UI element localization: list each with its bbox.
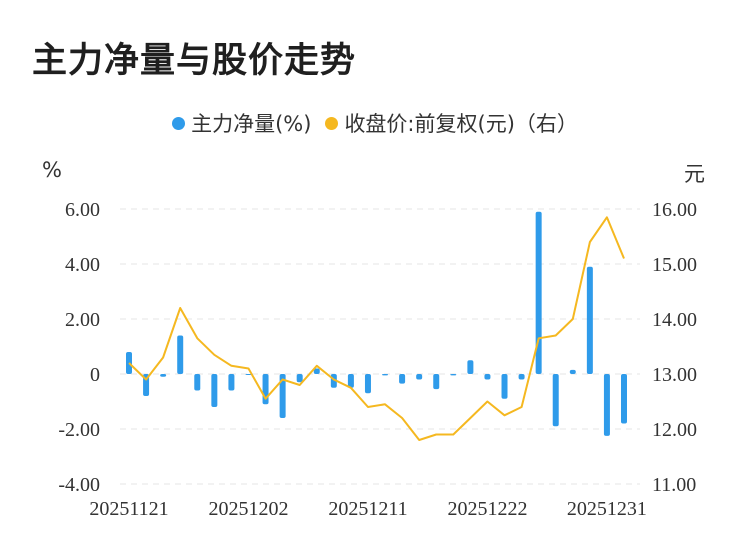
bar bbox=[484, 374, 491, 380]
y-right-tick-label: 13.00 bbox=[652, 364, 697, 386]
bar bbox=[433, 374, 440, 390]
bar bbox=[501, 374, 508, 399]
bar bbox=[347, 374, 354, 388]
bar bbox=[211, 374, 218, 407]
y-right-tick-label: 16.00 bbox=[652, 199, 697, 221]
bar bbox=[382, 374, 389, 376]
bar bbox=[518, 374, 525, 380]
bar bbox=[603, 374, 610, 436]
y-left-tick-label: -4.00 bbox=[58, 474, 100, 496]
bar bbox=[535, 211, 542, 374]
legend-item-net-volume[interactable]: 主力净量(%) bbox=[172, 108, 311, 138]
legend-item-close-price[interactable]: 收盘价:前复权(元)（右） bbox=[325, 108, 578, 138]
y-right-tick-label: 14.00 bbox=[652, 309, 697, 331]
bar bbox=[228, 374, 235, 391]
legend-label-close-price: 收盘价:前复权(元)（右） bbox=[344, 112, 578, 136]
x-tick-label: 20251202 bbox=[208, 498, 288, 520]
bar bbox=[313, 368, 320, 374]
y-left-tick-label: 2.00 bbox=[65, 309, 100, 331]
y-left-tick-label: 0 bbox=[90, 364, 100, 386]
legend-marker-bar bbox=[172, 116, 186, 130]
y-left-tick-label: 6.00 bbox=[65, 199, 100, 221]
x-tick-label: 20251211 bbox=[328, 498, 407, 520]
y-left-tick-label: -2.00 bbox=[58, 419, 100, 441]
x-tick-label: 20251222 bbox=[447, 498, 527, 520]
x-tick-label: 20251231 bbox=[567, 498, 647, 520]
right-axis-unit: 元 bbox=[684, 162, 705, 186]
bar bbox=[296, 374, 303, 383]
bar bbox=[143, 374, 150, 396]
bar bbox=[467, 360, 474, 374]
bar bbox=[364, 374, 371, 394]
left-axis-unit: % bbox=[42, 158, 62, 182]
bar bbox=[552, 374, 559, 427]
chart-title: 主力净量与股价走势 bbox=[32, 41, 357, 81]
bar bbox=[586, 266, 593, 374]
bar bbox=[399, 374, 406, 384]
bar bbox=[416, 374, 423, 380]
bar bbox=[160, 374, 167, 377]
y-left-tick-label: 4.00 bbox=[65, 254, 100, 276]
bar bbox=[279, 374, 286, 418]
y-right-tick-label: 12.00 bbox=[652, 419, 697, 441]
y-right-tick-label: 15.00 bbox=[652, 254, 697, 276]
legend-marker-line bbox=[325, 116, 339, 130]
legend-label-net-volume: 主力净量(%) bbox=[191, 112, 312, 136]
bar bbox=[245, 374, 252, 375]
x-tick-label: 20251121 bbox=[89, 498, 168, 520]
legend: 主力净量(%) 收盘价:前复权(元)（右） bbox=[0, 108, 750, 138]
bar bbox=[177, 335, 184, 374]
price-line bbox=[128, 216, 625, 441]
bar bbox=[262, 374, 269, 405]
bar bbox=[194, 374, 201, 391]
bar bbox=[450, 374, 457, 376]
bar bbox=[621, 374, 627, 424]
bar bbox=[569, 369, 576, 374]
y-right-tick-label: 11.00 bbox=[652, 474, 696, 496]
